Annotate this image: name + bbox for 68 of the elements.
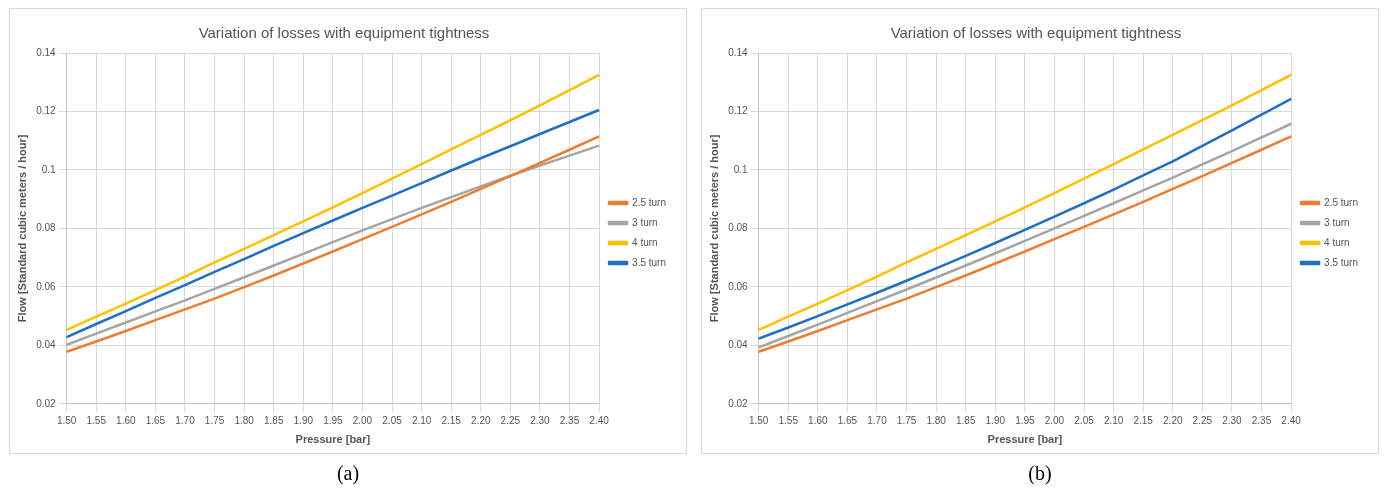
x-tick-label: 2.20 xyxy=(1163,414,1183,426)
x-tick-label: 2.30 xyxy=(1222,414,1243,426)
x-tick-label: 1.85 xyxy=(263,414,284,426)
y-tick-label: 0.02 xyxy=(728,397,749,409)
x-tick-label: 1.55 xyxy=(778,414,799,426)
y-tick-label: 0.08 xyxy=(728,222,749,234)
x-tick-label: 2.20 xyxy=(471,414,491,426)
x-tick-label: 1.90 xyxy=(985,414,1006,426)
x-tick-label: 1.65 xyxy=(145,414,166,426)
x-tick-label: 1.95 xyxy=(323,414,344,426)
x-tick-label: 2.15 xyxy=(1133,414,1154,426)
x-tick-label: 2.15 xyxy=(441,414,462,426)
text: (a) xyxy=(336,462,360,485)
x-tick-label: 1.85 xyxy=(955,414,976,426)
y-tick-label: 0.14 xyxy=(36,46,57,58)
y-axis-title: Flow [Standard cubic meters / hour] xyxy=(707,134,720,323)
legend-label: 2.5 turn xyxy=(632,196,667,208)
y-tick-label: 0.12 xyxy=(728,105,749,117)
legend-label: 3.5 turn xyxy=(632,256,667,268)
x-tick-label: 2.05 xyxy=(1074,414,1095,426)
legend-label: 4 turn xyxy=(1324,236,1350,248)
legend-label: 2.5 turn xyxy=(1324,196,1359,208)
y-axis-title: Flow [Standard cubic meters / hour] xyxy=(15,134,28,323)
x-tick-label: 2.35 xyxy=(559,414,580,426)
chart-title: Variation of losses with equipment tightness xyxy=(198,24,490,42)
x-tick-label: 2.10 xyxy=(411,414,432,426)
legend-label: 3 turn xyxy=(632,216,658,228)
y-tick-label: 0.06 xyxy=(36,280,57,292)
x-tick-label: 1.60 xyxy=(808,414,828,426)
x-axis-title: Pressure [bar] xyxy=(295,433,371,446)
legend-label: 4 turn xyxy=(632,236,658,248)
x-tick-label: 1.55 xyxy=(86,414,107,426)
x-tick-label: 2.00 xyxy=(352,414,373,426)
x-tick-label: 1.80 xyxy=(926,414,947,426)
y-tick-label: 0.14 xyxy=(728,46,749,58)
y-tick-label: 0.02 xyxy=(36,397,57,409)
x-tick-label: 1.50 xyxy=(748,414,769,426)
x-tick-label: 1.70 xyxy=(867,414,888,426)
x-tick-label: 1.75 xyxy=(896,414,917,426)
y-tick-label: 0.1 xyxy=(733,163,749,175)
x-tick-label: 2.10 xyxy=(1103,414,1124,426)
x-tick-label: 2.30 xyxy=(530,414,551,426)
x-tick-label: 1.95 xyxy=(1015,414,1036,426)
x-tick-label: 1.60 xyxy=(116,414,136,426)
x-tick-label: 1.70 xyxy=(175,414,196,426)
x-tick-label: 2.25 xyxy=(1192,414,1213,426)
y-tick-label: 0.1 xyxy=(41,163,57,175)
legend-label: 3 turn xyxy=(1324,216,1350,228)
y-tick-label: 0.12 xyxy=(36,105,57,117)
y-tick-label: 0.04 xyxy=(728,339,749,351)
text: (b) xyxy=(1028,462,1052,485)
x-tick-label: 1.50 xyxy=(56,414,77,426)
x-tick-label: 2.00 xyxy=(1044,414,1065,426)
x-tick-label: 1.75 xyxy=(204,414,225,426)
x-tick-label: 2.05 xyxy=(382,414,403,426)
legend-label: 3.5 turn xyxy=(1324,256,1359,268)
x-tick-label: 1.80 xyxy=(234,414,255,426)
x-tick-label: 2.40 xyxy=(589,414,610,426)
x-axis-title: Pressure [bar] xyxy=(987,433,1063,446)
x-tick-label: 2.35 xyxy=(1251,414,1272,426)
y-tick-label: 0.06 xyxy=(728,280,749,292)
x-tick-label: 2.40 xyxy=(1281,414,1302,426)
x-tick-label: 2.25 xyxy=(500,414,521,426)
chart-title: Variation of losses with equipment tightness xyxy=(890,24,1182,42)
x-tick-label: 1.90 xyxy=(293,414,314,426)
x-tick-label: 1.65 xyxy=(837,414,858,426)
y-tick-label: 0.08 xyxy=(36,222,57,234)
y-tick-label: 0.04 xyxy=(36,339,57,351)
